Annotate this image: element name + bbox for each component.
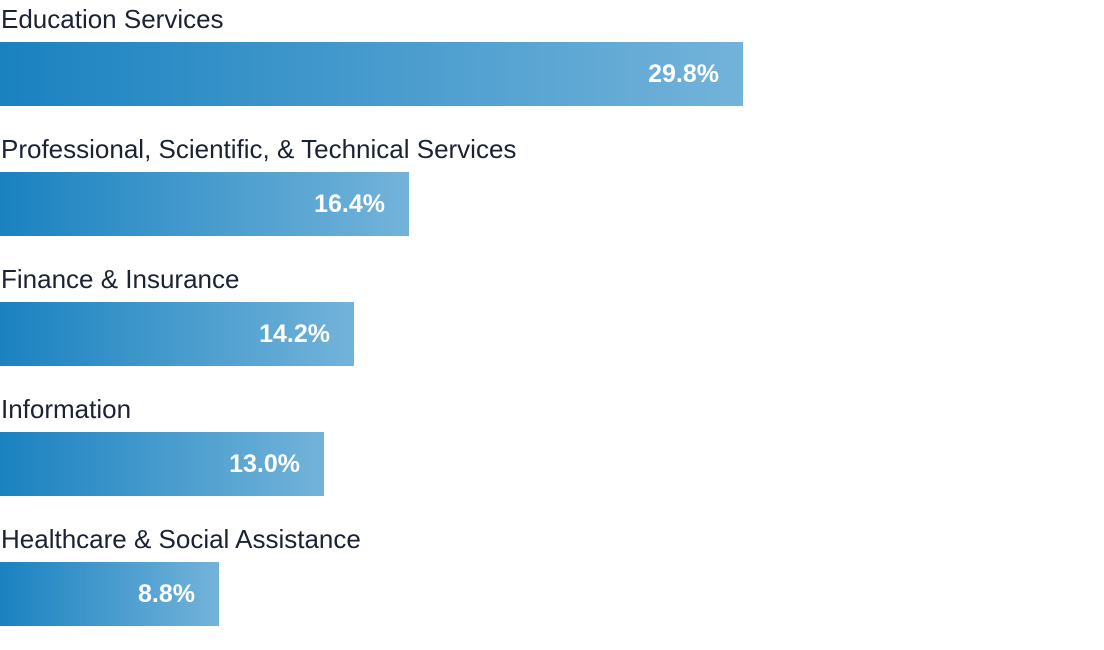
bar-row: Information 13.0%	[0, 390, 1104, 520]
bar-row: Healthcare & Social Assistance 8.8%	[0, 520, 1104, 650]
bar	[0, 562, 219, 626]
bar-row: Finance & Insurance 14.2%	[0, 260, 1104, 390]
bar-row: Education Services 29.8%	[0, 0, 1104, 130]
bar-value-label: 16.4%	[314, 190, 385, 218]
bar-value-label: 29.8%	[648, 60, 719, 88]
bar-value-label: 13.0%	[229, 450, 300, 478]
bar-chart: Education Services 29.8% Professional, Sci…	[0, 0, 1104, 626]
bar-value-label: 8.8%	[138, 580, 195, 608]
category-label: Healthcare & Social Assistance	[1, 524, 361, 554]
bar-value-label: 14.2%	[259, 320, 330, 348]
category-label: Information	[1, 394, 132, 424]
bar-row: Professional, Scientific, & Technical Se…	[0, 130, 1104, 260]
category-label: Education Services	[1, 4, 224, 34]
bar	[0, 302, 354, 366]
category-label: Finance & Insurance	[1, 264, 240, 294]
bar	[0, 42, 743, 106]
category-label: Professional, Scientific, & Technical Se…	[1, 134, 517, 164]
bar	[0, 432, 324, 496]
bar	[0, 172, 409, 236]
